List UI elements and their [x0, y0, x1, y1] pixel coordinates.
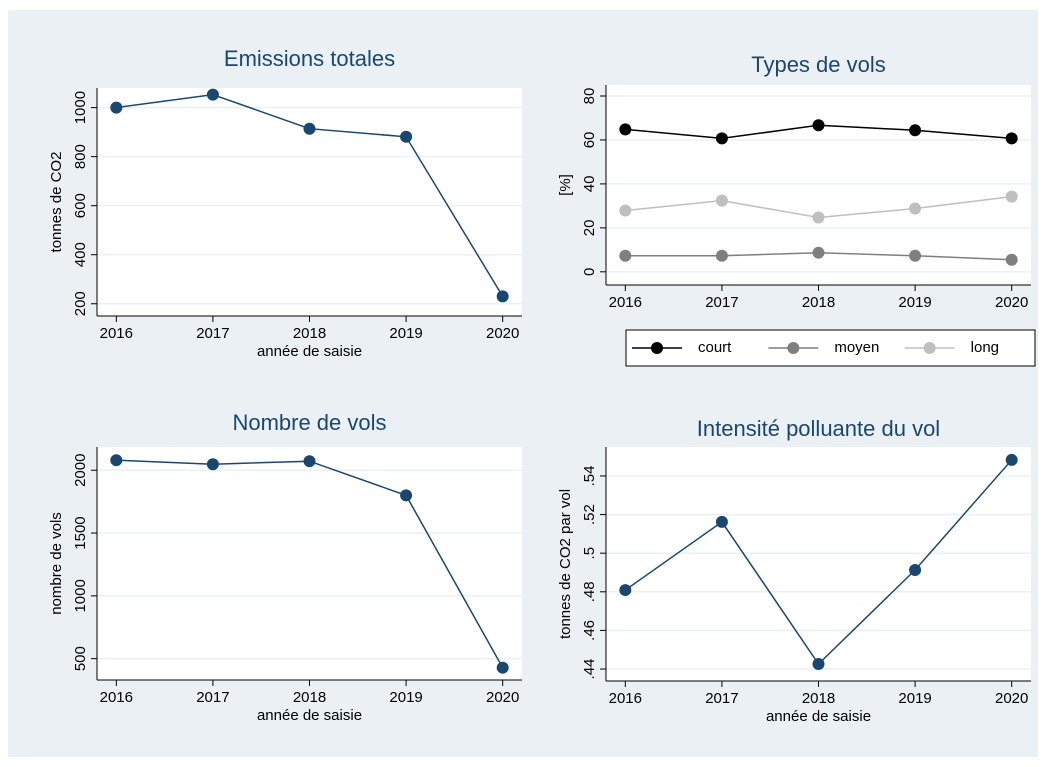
legend-label: court	[698, 339, 732, 356]
point	[909, 202, 922, 215]
legend-marker	[923, 342, 936, 354]
y-axis-title: tonnes de CO2 par vol	[557, 489, 574, 639]
y-tick-label: 600	[72, 193, 89, 218]
x-tick-label: 2019	[898, 690, 931, 707]
x-tick-label: 2017	[196, 689, 229, 706]
point	[1005, 132, 1018, 145]
legend-label: moyen	[834, 339, 879, 356]
point	[303, 122, 316, 135]
point	[1005, 253, 1018, 266]
x-tick-label: 2019	[389, 689, 422, 706]
x-axis-title: année de saisie	[257, 343, 362, 360]
point	[1005, 453, 1018, 466]
y-tick-label: 1000	[72, 579, 89, 612]
x-tick-label: 2020	[995, 690, 1028, 707]
x-axis-title: année de saisie	[257, 707, 362, 724]
y-axis-title: tonnes de CO2	[48, 152, 65, 253]
point	[909, 249, 922, 262]
x-tick-label: 2016	[609, 294, 642, 311]
point	[496, 290, 509, 303]
y-tick-label: .44	[581, 659, 598, 680]
point	[110, 101, 123, 114]
y-tick-label: 60	[581, 132, 598, 149]
chart-title: Types de vols	[751, 52, 886, 77]
legend-label: long	[971, 339, 999, 356]
y-tick-label: .54	[581, 466, 598, 487]
x-tick-label: 2017	[196, 325, 229, 342]
y-axis-title: nombre de vols	[48, 512, 65, 615]
plot-region	[97, 447, 522, 680]
y-tick-label: 500	[72, 646, 89, 671]
point	[303, 455, 316, 468]
x-tick-label: 2016	[609, 690, 642, 707]
x-tick-label: 2016	[100, 325, 133, 342]
x-tick-label: 2018	[802, 690, 835, 707]
plot-region	[606, 447, 1031, 681]
y-tick-label: .46	[581, 620, 598, 641]
point	[206, 458, 219, 471]
x-tick-label: 2016	[100, 689, 133, 706]
point	[110, 454, 123, 467]
x-tick-label: 2019	[389, 325, 422, 342]
x-tick-label: 2020	[486, 325, 519, 342]
x-tick-label: 2017	[705, 690, 738, 707]
point	[619, 584, 632, 597]
point	[812, 658, 825, 671]
point	[619, 123, 632, 136]
point	[715, 194, 728, 207]
y-tick-label: .52	[581, 504, 598, 525]
point	[812, 246, 825, 259]
chart-title: Emissions totales	[224, 46, 395, 71]
y-tick-label: .48	[581, 581, 598, 602]
y-tick-label: 1500	[72, 516, 89, 549]
y-tick-label: 400	[72, 242, 89, 267]
point	[206, 88, 219, 101]
x-axis-title: année de saisie	[766, 708, 871, 725]
point	[812, 211, 825, 224]
legend-marker	[787, 342, 800, 354]
x-tick-label: 2020	[486, 689, 519, 706]
legend-marker	[651, 342, 663, 354]
y-tick-label: 2000	[72, 454, 89, 487]
point	[619, 249, 632, 262]
legend	[625, 329, 1036, 367]
x-tick-label: 2019	[898, 294, 931, 311]
x-tick-label: 2020	[995, 294, 1028, 311]
x-tick-label: 2018	[802, 294, 835, 311]
point	[400, 130, 413, 143]
point	[715, 515, 728, 528]
y-tick-label: 200	[72, 291, 89, 316]
point	[909, 563, 922, 576]
plot-region	[97, 88, 522, 316]
y-axis-title: [%]	[557, 174, 574, 196]
x-tick-label: 2017	[705, 294, 738, 311]
y-tick-label: .5	[581, 547, 598, 560]
point	[496, 661, 509, 674]
x-tick-label: 2018	[293, 689, 326, 706]
point	[400, 489, 413, 502]
y-tick-label: 40	[581, 176, 598, 193]
point	[1005, 190, 1018, 203]
y-tick-label: 0	[581, 268, 598, 276]
chart-title: Intensité polluante du vol	[697, 416, 940, 441]
x-tick-label: 2018	[293, 325, 326, 342]
y-tick-label: 1000	[72, 91, 89, 124]
y-tick-label: 20	[581, 220, 598, 237]
point	[715, 249, 728, 262]
point	[909, 124, 922, 137]
y-tick-label: 800	[72, 144, 89, 169]
chart-title: Nombre de vols	[232, 410, 386, 435]
point	[715, 132, 728, 145]
point	[812, 119, 825, 132]
y-tick-label: 80	[581, 88, 598, 105]
point	[619, 204, 632, 217]
